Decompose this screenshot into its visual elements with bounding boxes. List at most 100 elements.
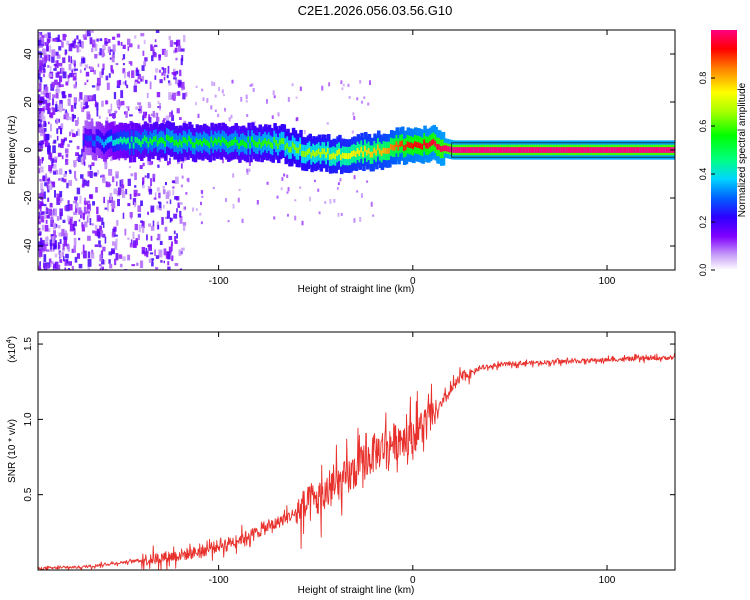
noise-blob	[38, 211, 41, 219]
noise-blob	[150, 258, 155, 261]
noise-blob	[182, 92, 186, 100]
ridge-core	[565, 147, 570, 153]
ridge-core	[223, 137, 227, 144]
noise-blob	[54, 157, 58, 163]
noise-blob	[42, 243, 47, 251]
noise-blob	[366, 180, 369, 183]
noise-blob	[73, 114, 76, 119]
noise-blob	[42, 191, 46, 199]
noise-blob	[127, 237, 130, 240]
ridge-core	[497, 147, 501, 153]
noise-blob	[223, 107, 226, 112]
ridge-core	[265, 140, 270, 147]
noise-blob	[68, 55, 70, 63]
noise-blob	[106, 82, 110, 90]
ridge-core	[504, 147, 509, 153]
noise-blob	[291, 83, 294, 87]
noise-blob	[174, 262, 179, 267]
noise-blob	[61, 140, 65, 146]
noise-blob	[38, 32, 43, 36]
noise-blob	[85, 71, 90, 77]
noise-blob	[101, 174, 104, 178]
noise-blob	[111, 208, 115, 212]
noise-blob	[41, 36, 45, 45]
ridge-core	[260, 142, 264, 149]
noise-blob	[201, 190, 204, 195]
noise-blob	[94, 100, 97, 108]
noise-blob	[60, 198, 64, 202]
noise-blob	[51, 106, 54, 111]
ridge-core	[486, 147, 490, 153]
noise-blob	[65, 253, 69, 259]
noise-blob	[66, 258, 69, 264]
ridge-core	[349, 152, 353, 159]
noise-blob	[195, 208, 198, 211]
ridge-core	[282, 138, 287, 145]
noise-blob	[74, 68, 78, 71]
noise-blob	[96, 38, 99, 42]
ridge-core	[575, 147, 579, 153]
noise-blob	[86, 79, 89, 83]
ridge-core	[597, 147, 601, 153]
ridge-core	[221, 136, 226, 143]
noise-blob	[352, 112, 355, 116]
noise-blob	[176, 39, 181, 47]
noise-blob	[51, 163, 54, 167]
noise-blob	[38, 218, 43, 222]
noise-blob	[92, 201, 95, 206]
noise-blob	[140, 78, 143, 82]
noise-blob	[46, 215, 49, 219]
noise-blob	[173, 42, 177, 45]
spectrogram-x-label: Height of straight line (km)	[298, 284, 415, 295]
noise-blob	[67, 98, 71, 106]
snr-y-tick-label: 1.5	[23, 337, 34, 351]
noise-blob	[168, 235, 173, 241]
noise-blob	[81, 158, 86, 165]
noise-blob	[179, 215, 183, 224]
noise-blob	[81, 184, 85, 188]
noise-blob	[115, 253, 119, 261]
noise-blob	[53, 237, 56, 241]
noise-blob	[177, 202, 180, 208]
noise-blob	[111, 241, 116, 246]
noise-blob	[185, 92, 188, 97]
noise-blob	[96, 169, 100, 175]
noise-blob	[65, 204, 70, 212]
noise-blob	[173, 77, 177, 80]
ridge-core	[399, 141, 403, 147]
ridge-core	[417, 142, 422, 149]
noise-blob	[59, 39, 62, 43]
ridge-core	[245, 142, 250, 149]
ridge-core	[643, 147, 648, 153]
noise-blob	[47, 186, 50, 193]
noise-blob	[122, 212, 125, 219]
ridge-core	[240, 140, 244, 146]
noise-blob	[85, 211, 90, 214]
noise-blob	[157, 164, 160, 168]
noise-blob	[122, 62, 125, 66]
ridge-core	[360, 146, 364, 153]
noise-blob	[179, 202, 183, 205]
ridge-core	[345, 153, 350, 159]
ridge-core	[323, 148, 327, 155]
ridge-core	[388, 147, 392, 154]
noise-blob	[147, 104, 152, 109]
noise-blob	[168, 246, 172, 253]
noise-blob	[99, 254, 103, 262]
noise-blob	[133, 202, 136, 208]
noise-blob	[115, 181, 118, 187]
noise-blob	[52, 107, 56, 115]
ridge-core	[434, 140, 438, 147]
noise-blob	[231, 79, 234, 84]
ridge-core	[317, 148, 322, 155]
noise-blob	[43, 68, 46, 73]
ridge-core	[164, 141, 168, 147]
noise-blob	[152, 46, 155, 51]
noise-blob	[287, 97, 290, 102]
noise-blob	[94, 231, 98, 236]
ridge-core	[386, 148, 390, 154]
ridge-core	[502, 147, 507, 153]
noise-blob	[162, 186, 165, 189]
ridge-core	[445, 145, 449, 152]
noise-blob	[111, 231, 116, 238]
